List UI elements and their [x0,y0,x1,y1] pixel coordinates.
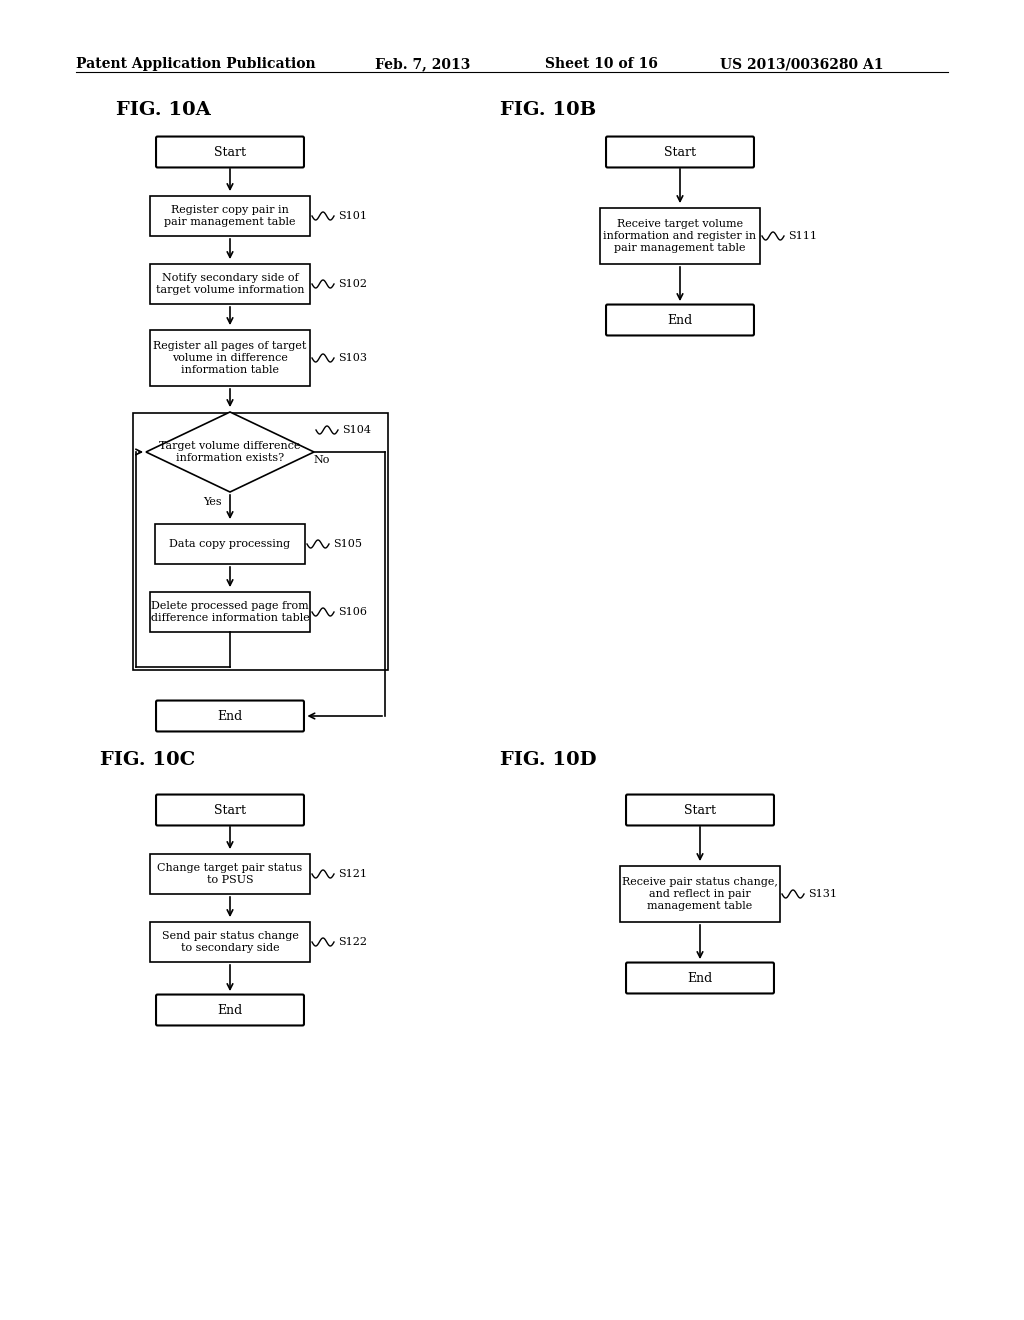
FancyBboxPatch shape [606,305,754,335]
Text: S111: S111 [788,231,817,242]
Text: Start: Start [214,145,246,158]
Text: Patent Application Publication: Patent Application Publication [76,57,315,71]
Text: FIG. 10B: FIG. 10B [500,102,596,119]
Text: End: End [217,1003,243,1016]
Text: US 2013/0036280 A1: US 2013/0036280 A1 [720,57,884,71]
Bar [150,854,310,894]
FancyBboxPatch shape [156,701,304,731]
Text: No: No [313,455,330,465]
Text: S122: S122 [338,937,367,946]
Text: Register all pages of target
volume in difference
information table: Register all pages of target volume in d… [154,342,306,375]
FancyBboxPatch shape [156,136,304,168]
Text: Send pair status change
to secondary side: Send pair status change to secondary sid… [162,931,298,953]
Text: FIG. 10D: FIG. 10D [500,751,596,770]
Text: S103: S103 [338,352,367,363]
Bar [600,209,760,264]
Text: Change target pair status
to PSUS: Change target pair status to PSUS [158,863,303,884]
Bar [150,195,310,236]
Text: Start: Start [664,145,696,158]
Text: Delete processed page from
difference information table: Delete processed page from difference in… [151,601,309,623]
Text: Yes: Yes [203,498,221,507]
Text: End: End [687,972,713,985]
Text: End: End [217,710,243,722]
FancyBboxPatch shape [156,994,304,1026]
Text: End: End [668,314,692,326]
Text: Receive target volume
information and register in
pair management table: Receive target volume information and re… [603,219,757,252]
Text: S106: S106 [338,607,367,616]
Text: FIG. 10A: FIG. 10A [116,102,210,119]
Text: S101: S101 [338,211,367,220]
Text: S131: S131 [808,888,837,899]
Bar [150,921,310,962]
Text: Notify secondary side of
target volume information: Notify secondary side of target volume i… [156,273,304,294]
Text: Register copy pair in
pair management table: Register copy pair in pair management ta… [164,205,296,227]
Text: Start: Start [684,804,716,817]
Text: Receive pair status change,
and reflect in pair
management table: Receive pair status change, and reflect … [622,878,778,911]
Text: S121: S121 [338,869,367,879]
FancyBboxPatch shape [626,962,774,994]
Bar [133,413,388,671]
Text: Feb. 7, 2013: Feb. 7, 2013 [375,57,470,71]
Bar [150,591,310,632]
Text: Sheet 10 of 16: Sheet 10 of 16 [545,57,657,71]
Bar [155,524,305,564]
Text: S104: S104 [342,425,371,436]
FancyBboxPatch shape [156,795,304,825]
Text: Target volume difference
information exists?: Target volume difference information exi… [160,441,301,463]
FancyBboxPatch shape [626,795,774,825]
Bar [620,866,780,921]
Text: FIG. 10C: FIG. 10C [100,751,196,770]
Text: S102: S102 [338,279,367,289]
Text: Start: Start [214,804,246,817]
Text: Data copy processing: Data copy processing [169,539,291,549]
Bar [150,264,310,304]
Bar [150,330,310,385]
FancyBboxPatch shape [606,136,754,168]
Polygon shape [146,412,314,492]
Text: S105: S105 [333,539,362,549]
